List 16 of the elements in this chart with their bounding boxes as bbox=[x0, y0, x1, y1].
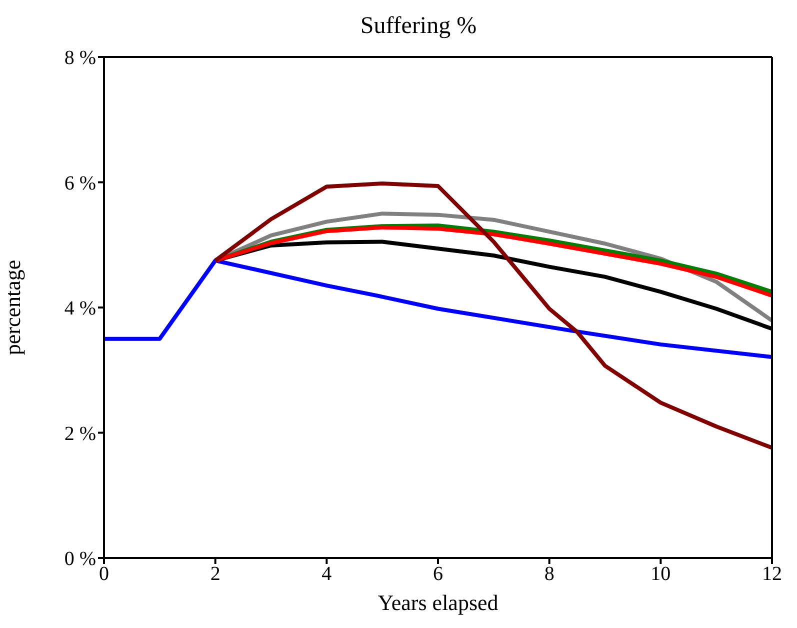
y-tick-label: 8 % bbox=[64, 47, 96, 70]
y-tick-label: 6 % bbox=[64, 172, 96, 194]
x-tick-label: 10 bbox=[650, 563, 671, 586]
line-series bbox=[104, 258, 772, 359]
x-tick-label: 8 bbox=[544, 563, 554, 586]
x-tick-label: 2 bbox=[210, 563, 220, 586]
y-tick-label: 4 % bbox=[64, 298, 96, 320]
y-tick-label: 2 % bbox=[64, 422, 96, 445]
x-tick-label: 4 bbox=[322, 563, 332, 586]
x-tick-label: 0 bbox=[99, 563, 109, 586]
line-series bbox=[213, 182, 772, 450]
y-tick-label: 0 % bbox=[64, 548, 96, 570]
x-axis-title: Years elapsed bbox=[378, 590, 498, 615]
x-tick-label: 12 bbox=[762, 563, 782, 586]
x-tick-label: 6 bbox=[433, 563, 443, 586]
chart-title: Suffering % bbox=[359, 12, 478, 41]
